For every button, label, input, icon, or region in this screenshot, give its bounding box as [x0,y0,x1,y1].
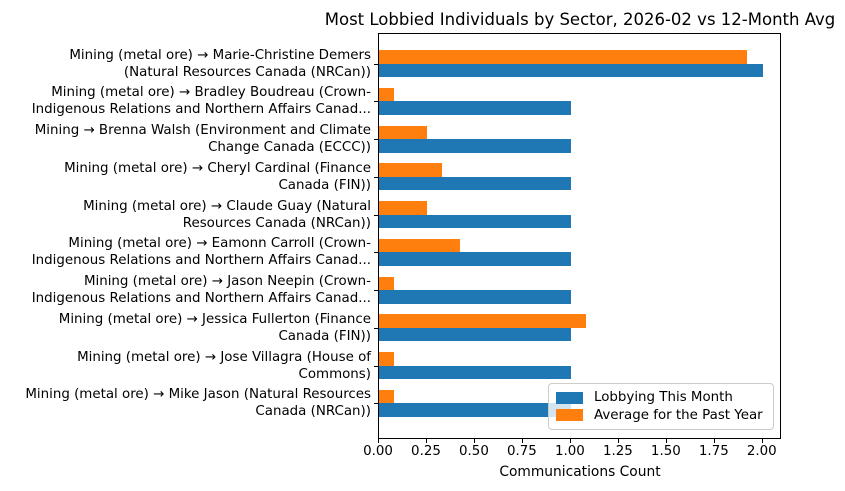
bar-avg-past-year [379,125,427,140]
y-tick-label-line: Commons) [298,366,371,382]
y-tick-label-line: Mining (metal ore) → Eamonn Carroll (Cro… [68,236,371,252]
y-tick-label: Mining (metal ore) → Jason Neepin (Crown… [32,273,371,307]
x-tick [473,439,475,443]
y-tick [374,327,378,329]
bar-avg-past-year [379,163,443,177]
y-tick-label: Mining (metal ore) → Eamonn Carroll (Cro… [32,235,371,269]
y-tick-label-line: Canada (FIN)) [278,328,371,344]
y-tick [374,290,378,292]
bar-avg-past-year [379,87,395,102]
y-tick-label-line: Indigenous Relations and Northern Affair… [31,102,371,118]
legend-item-this-month: Lobbying This Month [556,390,766,405]
bar-this-month [379,139,571,153]
chart-title: Most Lobbied Individuals by Sector, 2026… [324,10,836,29]
x-tick [569,439,571,443]
x-axis-label: Communications Count [499,464,661,480]
x-tick-label: 1.25 [602,444,633,459]
x-tick [378,439,379,443]
y-tick-label: Mining (metal ore) → Claude Guay (Natura… [83,198,371,232]
bar-this-month [379,214,571,229]
y-tick-label-line: Mining (metal ore) → Bradley Boudreau (C… [51,85,371,101]
x-tick-label: 1.75 [698,444,729,459]
bar-avg-past-year [379,276,395,291]
bar-this-month [379,176,571,191]
y-tick-label: Mining → Brenna Walsh (Environment and C… [35,122,371,156]
y-tick-label-line: Indigenous Relations and Northern Affair… [31,291,371,307]
y-tick-label-line: Mining (metal ore) → Jose Villagra (Hous… [77,349,371,365]
x-tick-label: 0.50 [459,444,489,459]
y-tick-label-line: Mining (metal ore) → Jason Neepin (Crown… [83,274,371,290]
y-tick-label-line: Canada (FIN)) [278,177,371,193]
y-tick-label-line: (Natural Resources Canada (NRCan)) [123,64,371,80]
y-tick-label-line: Mining (metal ore) → Jessica Fullerton (… [58,311,371,327]
x-tick [761,439,763,443]
plot-area [378,33,781,439]
y-tick [374,365,378,367]
y-tick-label-line: Mining (metal ore) → Cheryl Cardinal (Fi… [64,160,371,176]
x-tick [713,439,715,443]
x-tick-label: 0.25 [411,444,441,459]
y-tick [374,176,378,178]
x-tick-label: 0.75 [507,444,537,459]
y-tick-label: Mining (metal ore) → Jessica Fullerton (… [59,311,371,345]
bar-avg-past-year [379,314,587,328]
legend-item-past-year: Average for the Past Year [556,408,766,423]
x-tick-label: 0.00 [363,444,393,459]
legend-swatch-past-year-icon [556,409,583,422]
y-tick [374,139,378,141]
bar-this-month [379,327,571,342]
y-tick-label-line: Mining → Brenna Walsh (Environment and C… [34,123,371,139]
x-tick-label: 1.00 [554,444,585,459]
y-tick-label: Mining (metal ore) → Bradley Boudreau (C… [32,84,371,118]
bar-avg-past-year [379,50,748,64]
y-tick-label-line: Resources Canada (NRCan)) [182,215,371,231]
y-tick [374,403,378,405]
y-tick-label: Mining (metal ore) → Cheryl Cardinal (Fi… [64,160,371,194]
y-tick [374,252,378,254]
y-tick [374,63,378,65]
y-tick-label: Mining (metal ore) → Marie-Christine Dem… [69,47,371,81]
bar-this-month [379,290,571,304]
bar-avg-past-year [379,352,395,366]
bar-this-month [379,365,571,380]
y-tick [374,214,378,216]
bar-this-month [379,63,763,78]
y-tick-label-line: Mining (metal ore) → Claude Guay (Natura… [83,198,371,214]
y-tick-label: Mining (metal ore) → Mike Jason (Natural… [25,386,371,420]
x-tick [617,439,619,443]
legend-label-past-year: Average for the Past Year [594,407,763,423]
y-tick-label-line: Change Canada (ECCC)) [208,140,371,156]
legend: Lobbying This Month Average for the Past… [548,383,774,430]
y-tick-label-line: Canada (NRCan)) [255,404,371,420]
y-tick-label-line: Indigenous Relations and Northern Affair… [31,253,371,269]
bar-avg-past-year [379,238,460,253]
x-tick [521,439,523,443]
y-tick-label-line: Mining (metal ore) → Marie-Christine Dem… [69,47,371,63]
x-tick [665,439,667,443]
legend-label-this-month: Lobbying This Month [594,390,733,406]
legend-swatch-this-month-icon [556,391,583,404]
y-tick-label-line: Mining (metal ore) → Mike Jason (Natural… [25,387,371,403]
x-tick-label: 1.50 [650,444,681,459]
bar-this-month [379,252,571,266]
bar-this-month [379,101,571,115]
x-tick-label: 2.00 [746,444,777,459]
x-tick [425,439,427,443]
y-tick-label: Mining (metal ore) → Jose Villagra (Hous… [77,349,371,383]
bar-this-month [379,403,571,417]
y-tick [374,101,378,103]
bar-avg-past-year [379,201,427,215]
bar-avg-past-year [379,389,395,404]
